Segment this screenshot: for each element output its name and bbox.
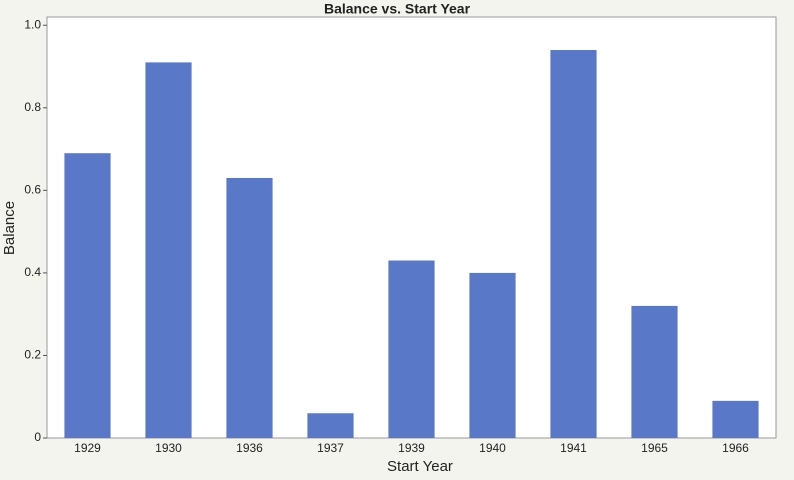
x-tick-label: 1965 <box>641 441 668 455</box>
bar <box>64 153 111 439</box>
bar <box>307 413 354 438</box>
y-axis-title: Balance <box>1 201 18 255</box>
chart-title: Balance vs. Start Year <box>324 1 471 17</box>
y-tick-label: 0 <box>34 430 41 444</box>
x-tick-label: 1937 <box>317 441 344 455</box>
bar <box>469 272 516 438</box>
bar <box>388 260 435 438</box>
y-tick-label: 0.6 <box>24 183 41 197</box>
x-tick-label: 1940 <box>479 441 506 455</box>
x-tick-label: 1930 <box>155 441 182 455</box>
bar <box>145 62 192 438</box>
x-tick-label: 1936 <box>236 441 263 455</box>
y-tick-label: 1.0 <box>24 17 41 31</box>
y-tick-label: 0.8 <box>24 100 41 114</box>
x-tick-label: 1941 <box>560 441 587 455</box>
x-tick-label: 1966 <box>722 441 749 455</box>
x-axis-title: Start Year <box>387 458 453 475</box>
y-tick-label: 0.2 <box>24 348 41 362</box>
bar <box>226 177 273 438</box>
y-tick-label: 0.4 <box>24 265 41 279</box>
bar <box>550 50 597 439</box>
x-tick-label: 1939 <box>398 441 425 455</box>
bar <box>631 305 678 438</box>
x-tick-label: 1929 <box>74 441 101 455</box>
bar <box>712 400 759 438</box>
